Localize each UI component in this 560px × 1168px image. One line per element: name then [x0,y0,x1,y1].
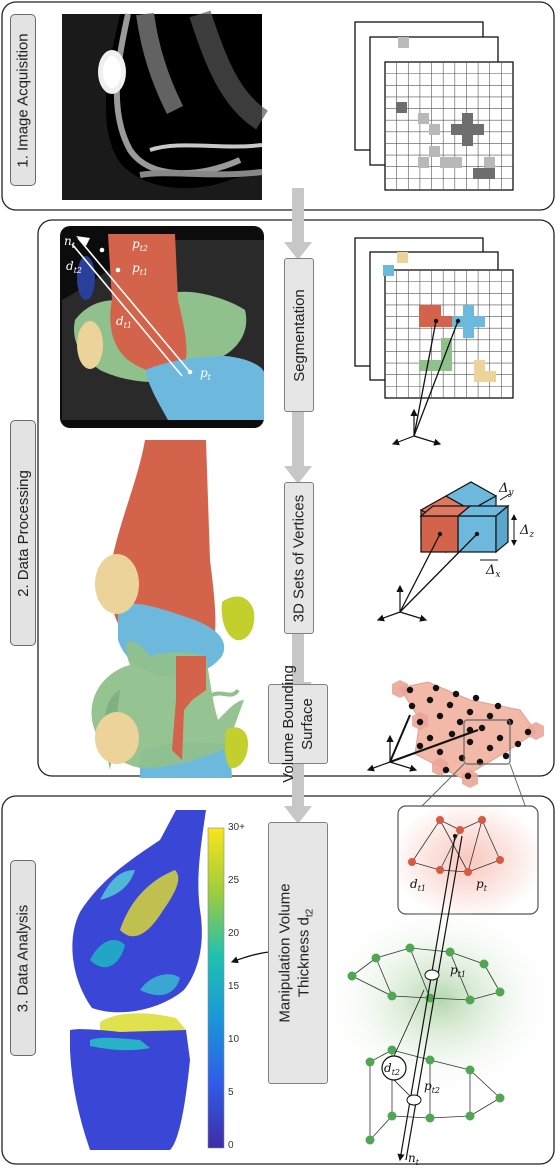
voxel-cube: Δy Δz Δx [376,481,534,622]
colorbar-tick: 0 [228,1140,234,1151]
label-nt-seg: nt [64,234,76,250]
patella-region [77,321,103,369]
fibula-surface [224,727,248,769]
femur-region [108,234,187,375]
label-dt1-seg: dt1 [116,314,132,330]
image-grid-stack [354,21,514,191]
label-pt-seg: pt [200,366,212,382]
femur-surface-patch [172,656,206,760]
stage-label-processing: 2. Data Processing [10,420,36,646]
mri-image [62,10,269,200]
step-segmentation: Segmentation [284,258,314,412]
fibula-3d [221,596,255,641]
surface-model [91,640,248,778]
label-pt1-detail: pt1 [450,963,466,979]
colorbar-tick: 30+ [228,822,245,833]
label-nt-detail: nt [408,1151,420,1167]
label-pt1-seg: pt1 [132,261,148,277]
patella-surface [95,712,139,764]
label-pt2-seg: pt2 [132,237,148,253]
segmentation-grid-stack [354,237,514,446]
label-dt1-detail: dt1 [410,877,426,893]
colorbar-tick: 5 [228,1087,234,1098]
thickness-model [70,810,207,1150]
label-pt-detail: pt [476,877,488,893]
analysis-section [1,795,555,1165]
tibia-region [145,356,264,420]
fat-pad-region [77,256,95,300]
patella-3d [95,554,139,614]
label-pt2-detail: pt2 [424,1079,440,1095]
segmentation-image: nt dt2 pt2 pt1 dt1 pt [60,226,264,428]
colorbar-tick: 25 [228,875,240,886]
step-surface: Volume Bounding Surface [268,665,328,783]
colorbar-tick: 10 [228,1034,240,1045]
label-delta-x: Δx [485,563,500,580]
label-delta-z: Δz [519,523,534,540]
acquisition-section [1,1,555,211]
colorbar-tick: 15 [228,981,240,992]
label-delta-y: Δy [498,481,514,498]
thickness-detail: dt1 pt pt1 dt2 pt2 nt [330,805,550,1167]
bone-model [95,440,255,677]
step-thickness: Manipulation Volume Thickness dt2 [268,822,328,1084]
colorbar [207,827,225,1149]
stage-label-acquisition: 1. Image Acquisition [10,14,36,186]
vertex-cloud [366,680,544,809]
colorbar-tick: 20 [228,928,240,939]
step-vertices: 3D Sets of Vertices [284,482,314,634]
label-dt2-seg: dt2 [66,259,82,275]
label-dt2-detail: dt2 [384,1061,400,1077]
stage-label-analysis: 3. Data Analysis [10,860,36,1056]
